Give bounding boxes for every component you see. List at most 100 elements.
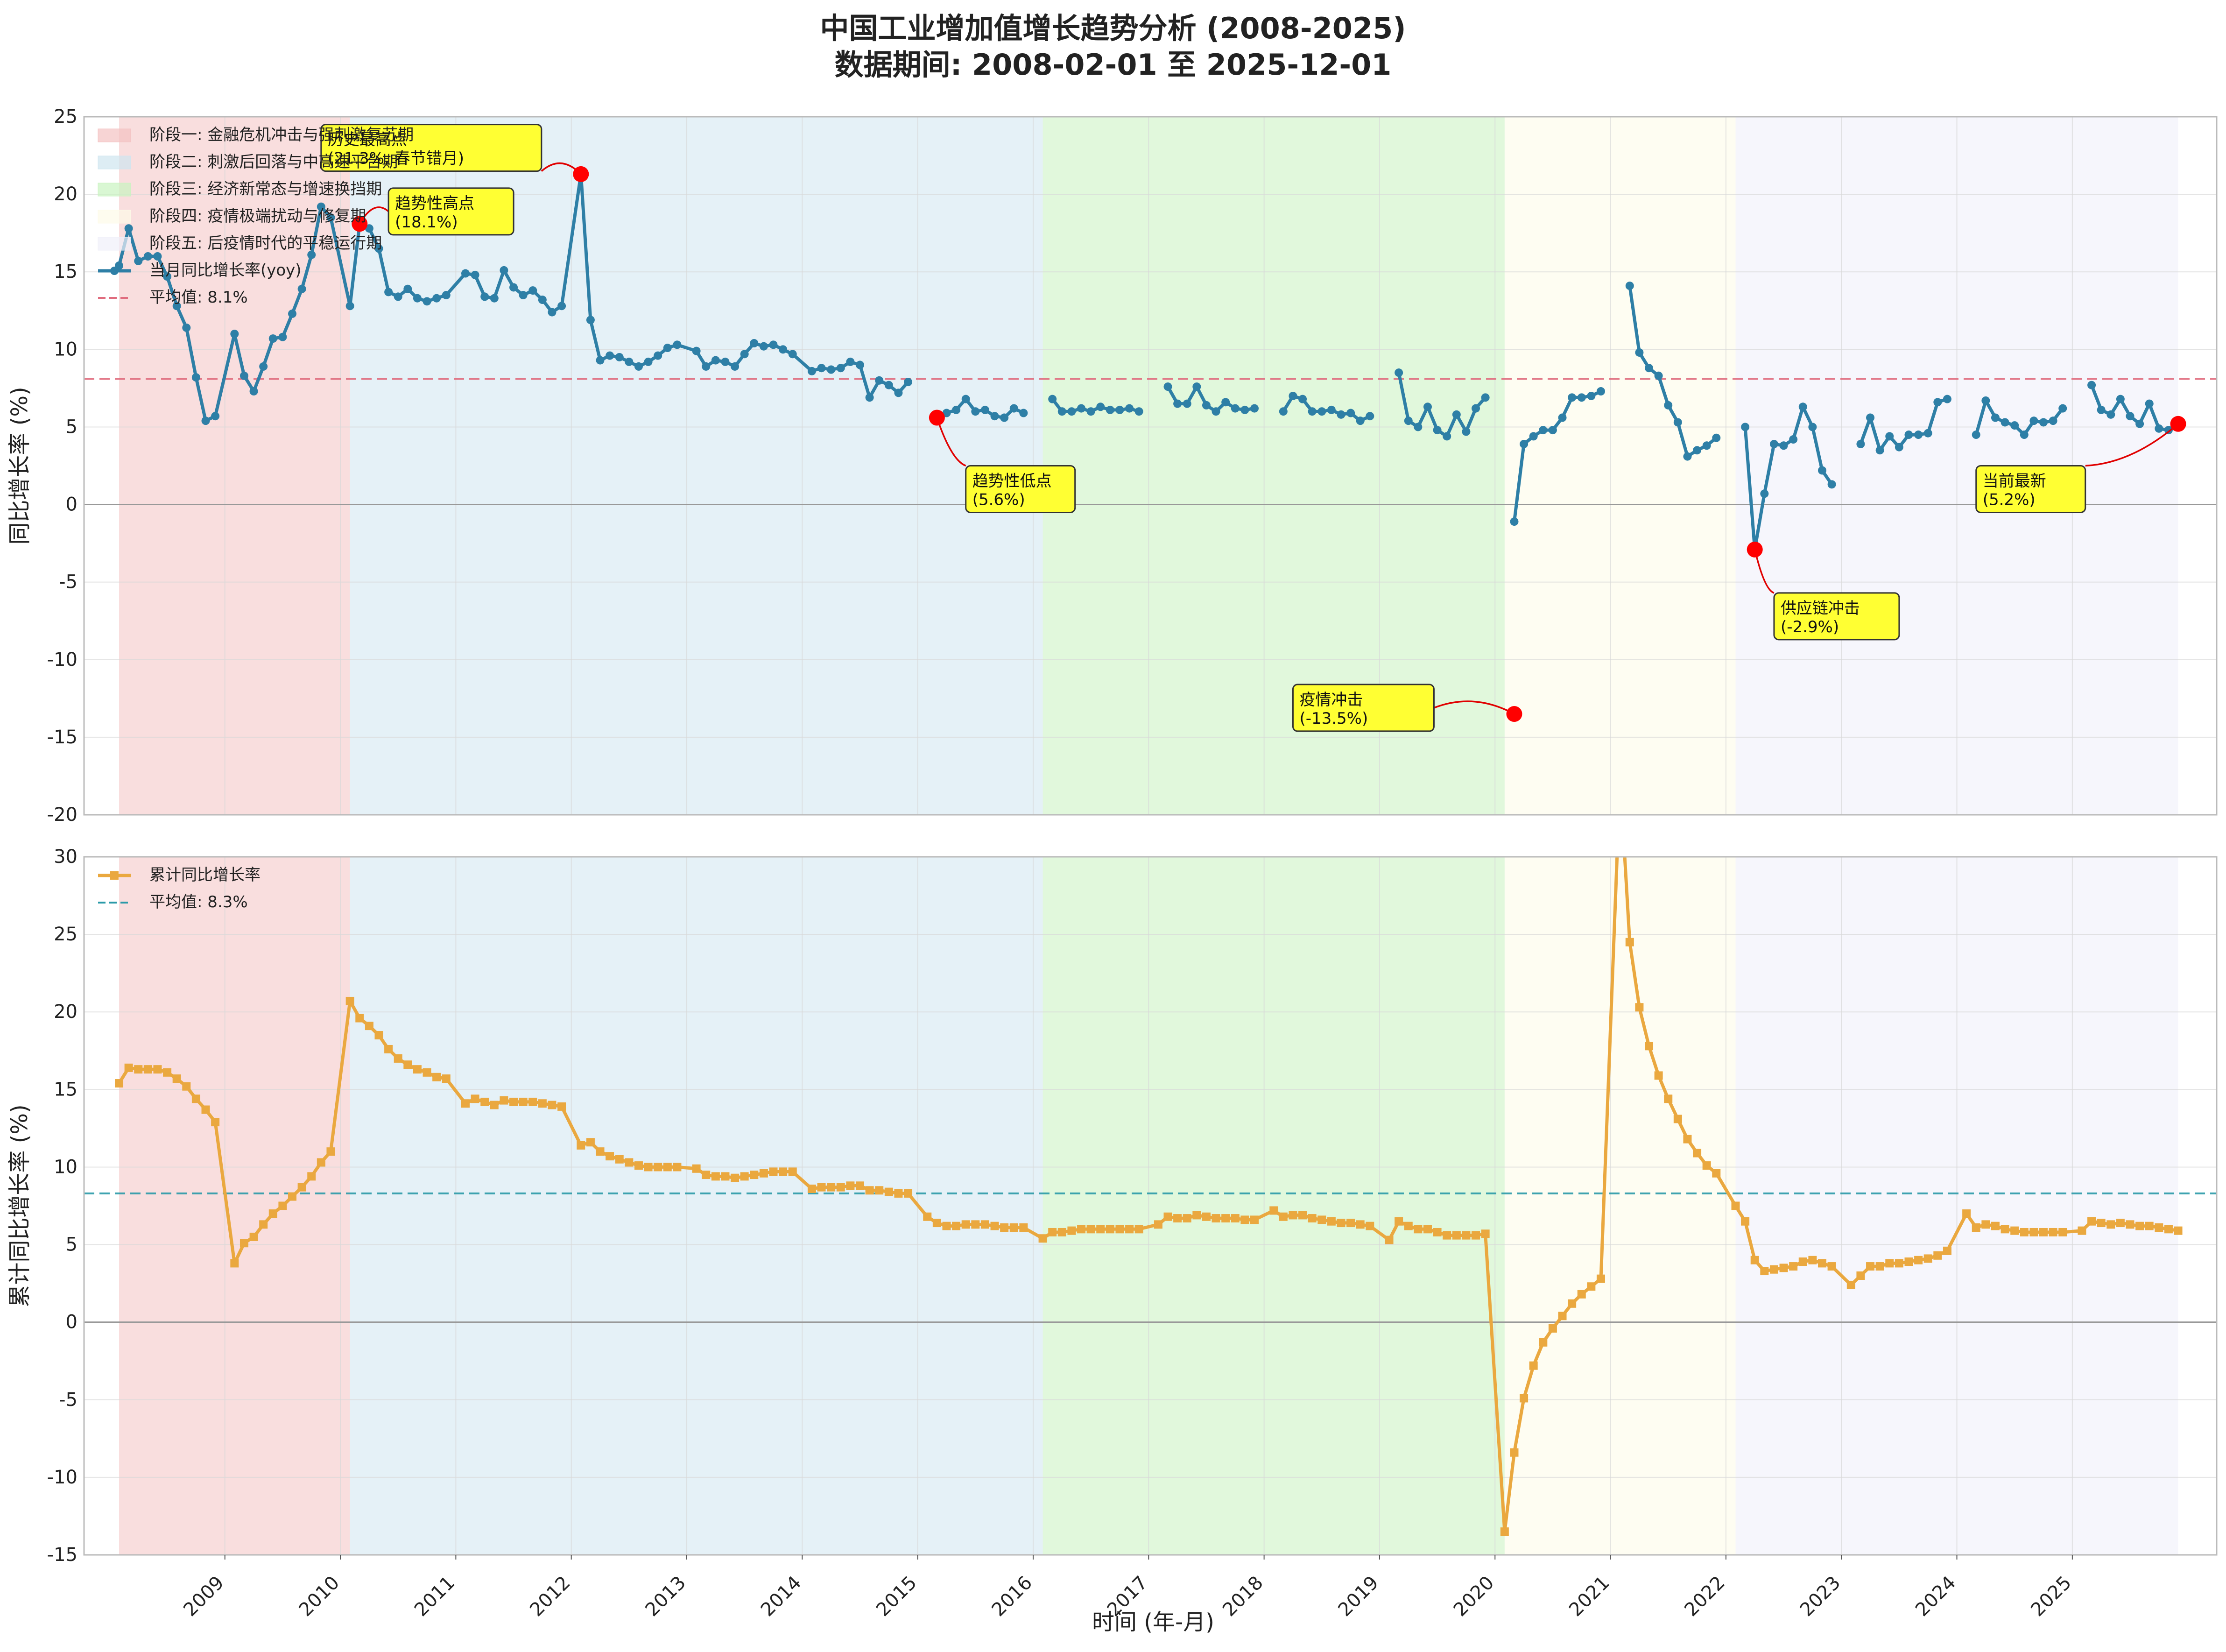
data-point — [2116, 1219, 2125, 1228]
data-point — [1817, 466, 1826, 475]
data-point — [971, 1220, 980, 1229]
data-point — [1731, 1201, 1740, 1210]
annotation-marker — [352, 216, 368, 232]
data-point — [1664, 1094, 1673, 1103]
data-point — [817, 364, 826, 373]
data-point — [1048, 395, 1057, 403]
data-point — [1866, 1262, 1875, 1271]
data-point — [240, 1239, 248, 1248]
annotation-box — [320, 124, 542, 172]
data-point — [2058, 404, 2067, 413]
data-point — [586, 316, 595, 325]
data-point — [1683, 1135, 1692, 1144]
data-point — [374, 1031, 383, 1040]
data-point — [1308, 407, 1317, 416]
data-point — [2010, 421, 2019, 430]
data-point — [201, 417, 210, 425]
data-point — [663, 344, 672, 353]
data-point — [2097, 405, 2106, 414]
data-point — [1077, 1225, 1086, 1234]
phase-band-1 — [119, 857, 350, 1555]
series-group — [115, 169, 2183, 554]
data-point — [2135, 1221, 2144, 1230]
data-point — [788, 1167, 797, 1176]
data-point — [1510, 517, 1519, 526]
data-point — [2135, 419, 2144, 428]
data-point — [1221, 398, 1230, 407]
data-point — [711, 356, 720, 365]
data-point — [278, 1201, 287, 1210]
data-point — [384, 288, 393, 297]
data-point — [1789, 435, 1798, 444]
data-point — [1885, 432, 1894, 441]
data-point — [1712, 433, 1721, 442]
data-point — [855, 360, 864, 369]
data-point — [1115, 405, 1124, 414]
data-point — [644, 1163, 653, 1172]
data-point — [172, 1074, 181, 1083]
annotation-marker — [573, 166, 589, 182]
data-point — [230, 1259, 239, 1268]
data-point — [2078, 1226, 2086, 1235]
data-point — [577, 1141, 585, 1150]
data-point — [1654, 1071, 1663, 1080]
data-point — [1106, 405, 1114, 414]
data-point — [288, 309, 297, 318]
data-point — [2145, 1221, 2154, 1230]
y-tick-label: -10 — [47, 649, 77, 671]
data-point — [1221, 1214, 1230, 1223]
data-point — [894, 388, 903, 397]
data-point — [1250, 1215, 1259, 1224]
data-point — [538, 1099, 547, 1108]
data-point — [509, 1097, 518, 1106]
data-point — [403, 1060, 412, 1069]
data-point — [326, 213, 335, 222]
data-point — [1250, 404, 1259, 413]
x-tick-label: 2016 — [988, 1572, 1037, 1621]
data-point — [500, 266, 508, 275]
annotation-text: 历史最高点 — [328, 131, 407, 149]
data-point — [1827, 480, 1836, 489]
annotation-marker — [1506, 706, 1522, 722]
data-point — [884, 381, 893, 389]
legend-swatch — [98, 237, 131, 251]
data-point — [1009, 1223, 1018, 1232]
data-point — [1106, 1225, 1114, 1234]
data-point — [1500, 1527, 1509, 1536]
data-point — [345, 996, 354, 1005]
data-point — [2126, 1220, 2134, 1229]
data-point — [1423, 1225, 1432, 1234]
data-point — [615, 1155, 624, 1164]
data-point — [115, 1079, 124, 1088]
phase-band-4 — [1504, 857, 1736, 1555]
data-point — [249, 387, 258, 396]
data-point — [904, 378, 913, 387]
data-point — [990, 1221, 999, 1230]
annotation-text: (-13.5%) — [1299, 709, 1368, 728]
data-point — [2116, 395, 2125, 403]
data-point — [268, 1209, 277, 1218]
data-point — [1510, 1448, 1519, 1457]
data-point — [1067, 407, 1076, 416]
data-point — [1645, 1042, 1654, 1051]
legend-marker — [110, 267, 119, 275]
data-point — [1904, 431, 1913, 439]
x-tick-label: 2018 — [1219, 1572, 1268, 1621]
data-point — [278, 332, 287, 341]
data-point — [153, 252, 162, 261]
data-point — [2001, 1225, 2009, 1234]
y-axis-label: 同比增长率 (%) — [7, 387, 33, 544]
data-point — [1558, 1312, 1567, 1320]
data-point — [807, 367, 816, 375]
data-point — [1520, 439, 1529, 448]
data-point — [673, 1163, 682, 1172]
y-tick-label: -15 — [47, 727, 77, 748]
data-point — [2039, 418, 2048, 427]
x-tick-label: 2014 — [757, 1572, 806, 1621]
data-point — [191, 1094, 200, 1103]
data-point — [952, 1221, 961, 1230]
data-point — [1125, 1225, 1134, 1234]
data-point — [1645, 364, 1654, 373]
legend-label: 阶段一: 金融危机冲击与强刺激复苏期 — [149, 126, 414, 144]
annotation-box — [1292, 684, 1435, 732]
